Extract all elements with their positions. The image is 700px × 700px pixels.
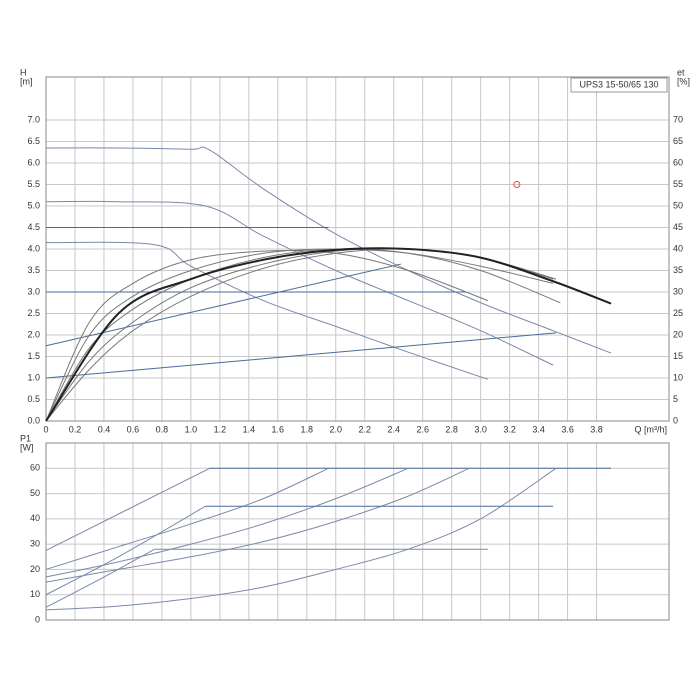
y-axis-label: P1 — [20, 433, 31, 443]
y-tick-label: 30 — [30, 539, 40, 549]
x-tick-label: 3.6 — [561, 424, 574, 434]
y-tick-label: 3.5 — [27, 265, 40, 275]
curve — [45, 241, 489, 380]
y-tick-label: 4.0 — [27, 243, 40, 253]
x-tick-label: 3.0 — [474, 424, 487, 434]
x-tick-label: 3.2 — [503, 424, 516, 434]
y-tick-label: 0 — [35, 614, 40, 624]
y2-axis-label: [%] — [677, 76, 690, 86]
curve — [45, 263, 402, 347]
x-tick-label: 1.4 — [243, 424, 256, 434]
y-axis-label: [m] — [20, 76, 33, 86]
y2-tick-label: 15 — [673, 351, 683, 361]
curve — [45, 505, 206, 596]
x-tick-label: 0.2 — [69, 424, 82, 434]
curve — [45, 332, 557, 379]
y-tick-label: 1.5 — [27, 351, 40, 361]
y-tick-label: 40 — [30, 513, 40, 523]
y-tick-label: 60 — [30, 463, 40, 473]
x-tick-label: 2.0 — [330, 424, 343, 434]
y2-tick-label: 35 — [673, 265, 683, 275]
x-tick-label: 0 — [43, 424, 48, 434]
curve — [45, 548, 155, 608]
x-tick-label: 2.2 — [358, 424, 371, 434]
y2-tick-label: 30 — [673, 286, 683, 296]
title-box — [570, 77, 668, 93]
curve — [45, 200, 554, 366]
curve — [45, 467, 329, 570]
x-axis-label: Q [m³/h] — [634, 424, 667, 434]
y2-tick-label: 0 — [673, 415, 678, 425]
x-tick-label: 1.2 — [214, 424, 227, 434]
y-tick-label: 6.0 — [27, 157, 40, 167]
x-tick-label: 0.4 — [98, 424, 111, 434]
x-tick-label: 2.8 — [445, 424, 458, 434]
y-tick-label: 20 — [30, 564, 40, 574]
y2-tick-label: 60 — [673, 157, 683, 167]
y2-tick-label: 55 — [673, 179, 683, 189]
curve — [45, 467, 210, 551]
curve — [45, 247, 612, 422]
x-tick-label: 0.6 — [127, 424, 140, 434]
curve — [45, 467, 470, 583]
y-tick-label: 6.5 — [27, 136, 40, 146]
y2-tick-label: 5 — [673, 394, 678, 404]
y-tick-label: 0.5 — [27, 394, 40, 404]
y-tick-label: 5.5 — [27, 179, 40, 189]
y2-tick-label: 25 — [673, 308, 683, 318]
y-tick-label: 2.5 — [27, 308, 40, 318]
y-axis-label: [W] — [20, 442, 34, 452]
curve — [45, 250, 489, 422]
plot-frame — [45, 76, 670, 422]
y-tick-label: 5.0 — [27, 200, 40, 210]
y2-tick-label: 10 — [673, 372, 683, 382]
y-tick-label: 4.5 — [27, 222, 40, 232]
x-tick-label: 2.4 — [387, 424, 400, 434]
plot-frame — [45, 442, 670, 621]
y2-tick-label: 65 — [673, 136, 683, 146]
y-tick-label: 10 — [30, 589, 40, 599]
marker-point — [513, 181, 521, 188]
y2-tick-label: 40 — [673, 243, 683, 253]
y-tick-label: 2.0 — [27, 329, 40, 339]
y-axis-label: H — [20, 67, 27, 77]
y-tick-label: 1.0 — [27, 372, 40, 382]
x-tick-label: 3.8 — [590, 424, 603, 434]
x-tick-label: 3.4 — [532, 424, 545, 434]
y-tick-label: 50 — [30, 488, 40, 498]
x-tick-label: 1.6 — [272, 424, 285, 434]
y2-tick-label: 50 — [673, 200, 683, 210]
curve — [45, 467, 557, 611]
curve — [45, 467, 409, 578]
curve — [45, 146, 612, 354]
y2-tick-label: 20 — [673, 329, 683, 339]
chart-title: UPS3 15-50/65 130 — [579, 79, 658, 89]
x-tick-label: 2.6 — [416, 424, 429, 434]
curve — [45, 248, 554, 422]
y-tick-label: 7.0 — [27, 114, 40, 124]
x-tick-label: 1.0 — [185, 424, 198, 434]
y-tick-label: 0.0 — [27, 415, 40, 425]
y2-tick-label: 45 — [673, 222, 683, 232]
y2-tick-label: 70 — [673, 114, 683, 124]
y2-axis-label: et — [677, 67, 685, 77]
x-tick-label: 0.8 — [156, 424, 169, 434]
x-tick-label: 1.8 — [301, 424, 314, 434]
y-tick-label: 3.0 — [27, 286, 40, 296]
